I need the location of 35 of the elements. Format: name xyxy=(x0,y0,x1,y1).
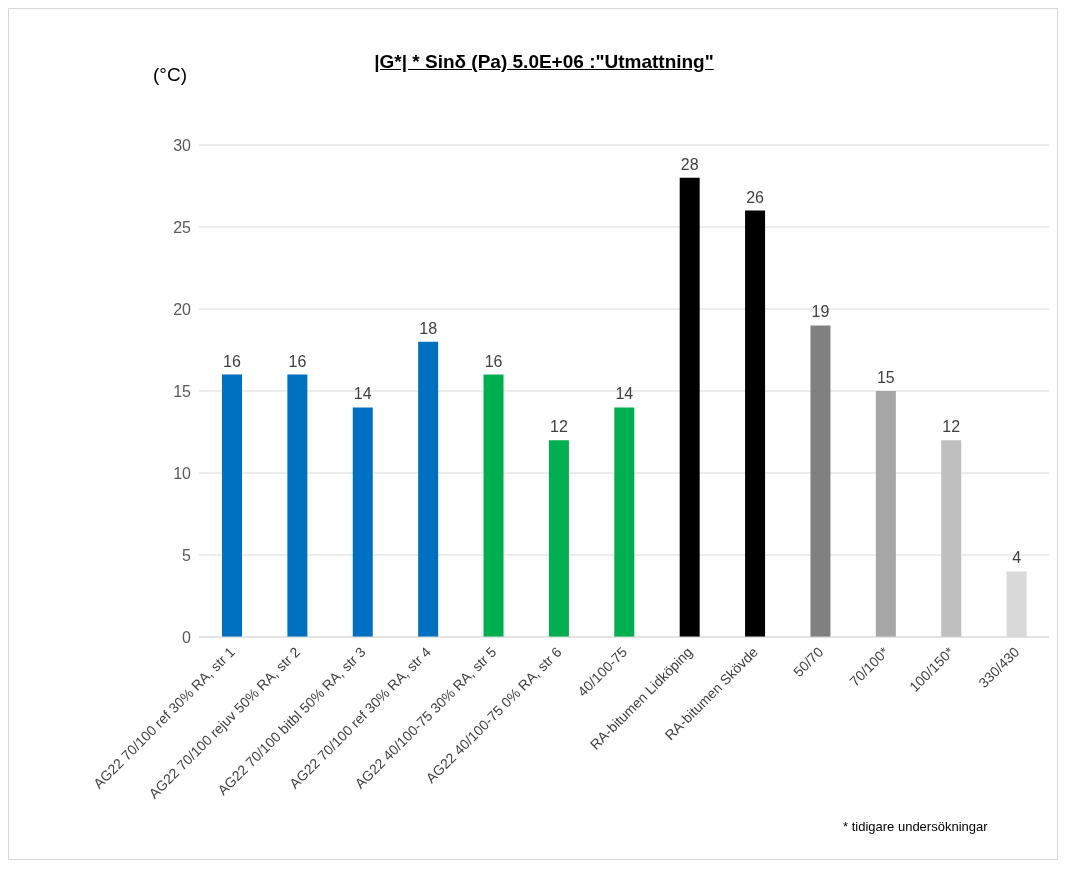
data-label: 26 xyxy=(746,188,765,206)
data-label: 4 xyxy=(1012,549,1022,567)
data-label: 12 xyxy=(550,418,568,436)
text: * tidigare undersökningar xyxy=(843,819,988,834)
data-label: 14 xyxy=(353,385,372,403)
y-axis-title: (°C) xyxy=(153,64,187,86)
bar xyxy=(941,440,962,637)
y-tick-label: 10 xyxy=(173,464,192,482)
bar xyxy=(614,407,635,637)
data-label: 16 xyxy=(484,352,503,370)
y-tick-label: 25 xyxy=(173,218,192,236)
bar xyxy=(875,391,896,637)
data-label: 18 xyxy=(419,319,438,337)
y-tick-label: 15 xyxy=(173,382,192,400)
data-label: 16 xyxy=(288,352,307,370)
bar xyxy=(810,325,831,637)
y-tick-label: 5 xyxy=(182,546,192,564)
data-label: 19 xyxy=(811,303,830,321)
data-label: 28 xyxy=(680,155,699,173)
y-tick-label: 20 xyxy=(173,300,192,318)
bar xyxy=(418,341,439,637)
data-label: 14 xyxy=(615,385,634,403)
bar xyxy=(222,374,242,637)
data-label: 16 xyxy=(223,352,241,370)
bar xyxy=(287,374,308,637)
y-tick-label: 0 xyxy=(182,628,192,646)
bar xyxy=(352,407,373,637)
bar xyxy=(745,210,766,637)
bar xyxy=(679,177,700,637)
bar xyxy=(548,440,569,637)
chart-title: |G*| * Sinδ (Pa) 5.0E+06 :"Utmattning" xyxy=(373,51,715,73)
data-label: 12 xyxy=(942,418,961,436)
data-label: 15 xyxy=(876,369,895,386)
y-tick-label: 30 xyxy=(173,136,192,154)
bar xyxy=(483,374,504,637)
